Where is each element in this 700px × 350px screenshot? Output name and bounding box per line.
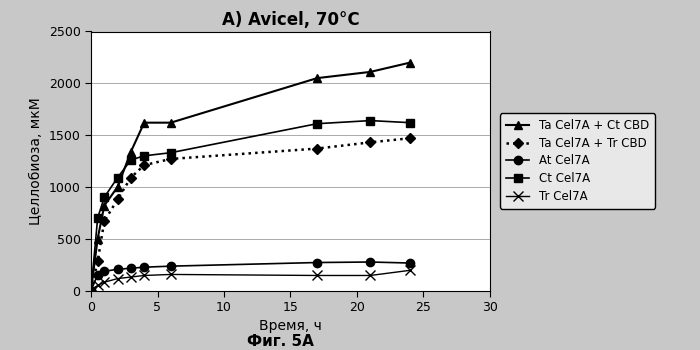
Ta Cel7A + Ct CBD — [313, 76, 321, 80]
Ta Cel7A + Tr CBD — [87, 288, 95, 293]
Tr Cel7A — [94, 283, 102, 287]
Ta Cel7A + Tr CBD — [366, 140, 375, 145]
Ct Cel7A — [87, 288, 95, 293]
Ta Cel7A + Ct CBD — [366, 70, 375, 74]
Tr Cel7A — [406, 268, 414, 272]
Ta Cel7A + Ct CBD — [127, 149, 135, 154]
Tr Cel7A — [313, 273, 321, 278]
Tr Cel7A — [127, 275, 135, 279]
At Cel7A — [87, 288, 95, 293]
At Cel7A — [127, 266, 135, 270]
Ta Cel7A + Tr CBD — [140, 163, 148, 167]
Tr Cel7A — [366, 273, 375, 278]
Tr Cel7A — [167, 272, 175, 276]
At Cel7A — [113, 267, 122, 271]
Ta Cel7A + Ct CBD — [113, 185, 122, 189]
At Cel7A — [167, 264, 175, 268]
Ct Cel7A — [167, 150, 175, 155]
Ct Cel7A — [94, 216, 102, 220]
Ta Cel7A + Tr CBD — [100, 219, 108, 223]
Ta Cel7A + Ct CBD — [140, 120, 148, 125]
Line: Ta Cel7A + Tr CBD: Ta Cel7A + Tr CBD — [88, 135, 414, 294]
Tr Cel7A — [113, 276, 122, 281]
Title: A) Avicel, 70°C: A) Avicel, 70°C — [222, 10, 359, 29]
Ta Cel7A + Tr CBD — [406, 136, 414, 140]
Ta Cel7A + Ct CBD — [100, 203, 108, 208]
Ct Cel7A — [406, 120, 414, 125]
Text: Фиг. 5A: Фиг. 5A — [246, 335, 314, 350]
Ta Cel7A + Ct CBD — [406, 61, 414, 65]
At Cel7A — [313, 260, 321, 265]
Ct Cel7A — [127, 158, 135, 162]
Y-axis label: Целлобиоза, мкМ: Целлобиоза, мкМ — [29, 97, 43, 225]
At Cel7A — [366, 260, 375, 264]
Ta Cel7A + Ct CBD — [94, 237, 102, 241]
At Cel7A — [100, 269, 108, 273]
Ta Cel7A + Tr CBD — [167, 157, 175, 161]
At Cel7A — [406, 261, 414, 265]
At Cel7A — [94, 273, 102, 277]
Ct Cel7A — [113, 175, 122, 180]
Tr Cel7A — [140, 273, 148, 278]
Ta Cel7A + Tr CBD — [127, 175, 135, 180]
Tr Cel7A — [87, 288, 95, 293]
Ta Cel7A + Tr CBD — [313, 146, 321, 150]
Ct Cel7A — [313, 121, 321, 126]
Line: Tr Cel7A: Tr Cel7A — [86, 265, 415, 295]
X-axis label: Время, ч: Время, ч — [259, 320, 322, 334]
Tr Cel7A — [100, 280, 108, 284]
Ta Cel7A + Ct CBD — [87, 288, 95, 293]
Ta Cel7A + Ct CBD — [167, 120, 175, 125]
Ct Cel7A — [140, 154, 148, 158]
Ct Cel7A — [366, 119, 375, 123]
Ct Cel7A — [100, 195, 108, 199]
Line: Ct Cel7A: Ct Cel7A — [87, 117, 414, 295]
Ta Cel7A + Tr CBD — [113, 197, 122, 202]
Line: Ta Cel7A + Ct CBD: Ta Cel7A + Ct CBD — [87, 58, 414, 295]
Line: At Cel7A: At Cel7A — [87, 258, 414, 295]
Legend: Ta Cel7A + Ct CBD, Ta Cel7A + Tr CBD, At Cel7A, Ct Cel7A, Tr Cel7A: Ta Cel7A + Ct CBD, Ta Cel7A + Tr CBD, At… — [500, 113, 655, 209]
Ta Cel7A + Tr CBD — [94, 259, 102, 264]
At Cel7A — [140, 265, 148, 269]
